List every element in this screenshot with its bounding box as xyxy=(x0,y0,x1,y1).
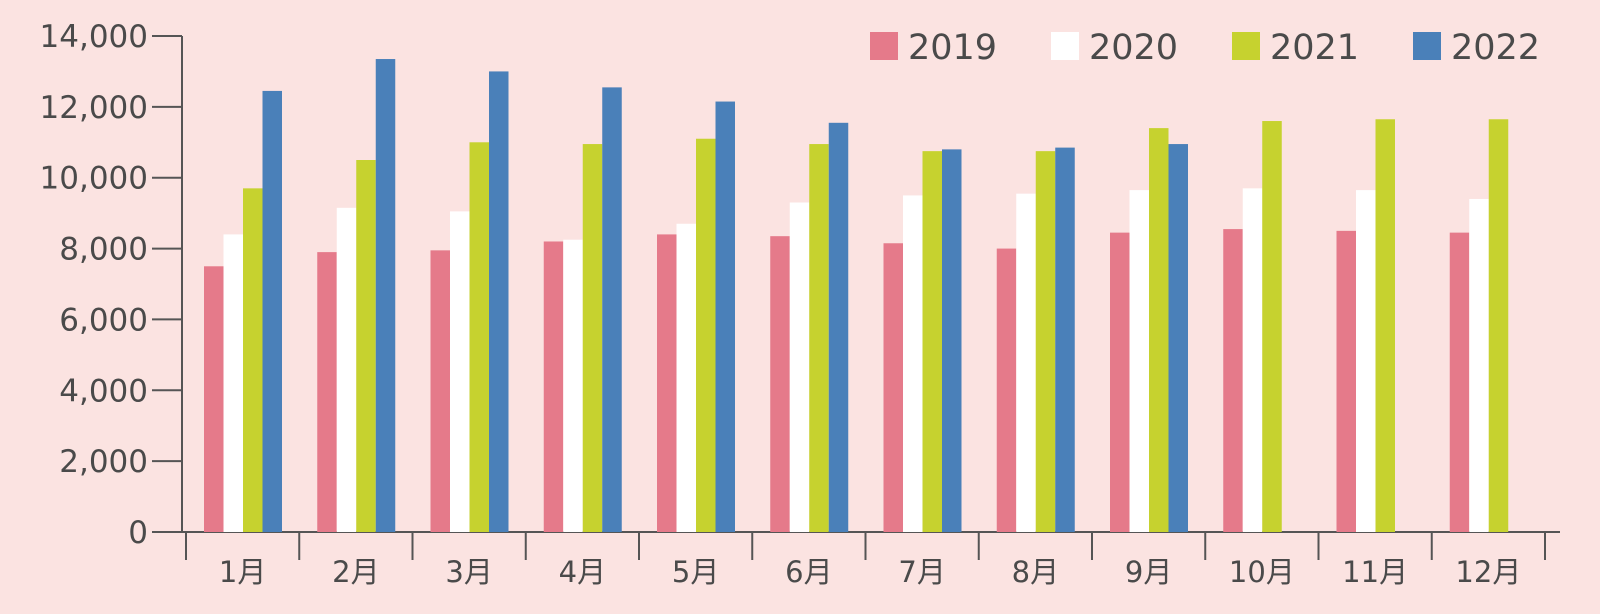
x-tick-label: 3月 xyxy=(445,555,492,589)
x-tick-label: 10月 xyxy=(1229,555,1295,589)
bar-2021-2 xyxy=(356,160,376,532)
y-tick-label: 2,000 xyxy=(59,444,148,480)
bar-2019-6 xyxy=(770,236,790,532)
bar-2021-8 xyxy=(1035,151,1056,532)
x-tick-label: 1月 xyxy=(219,555,266,589)
x-tick-label: 4月 xyxy=(559,555,606,589)
bar-2022-3 xyxy=(489,71,509,532)
bar-2019-3 xyxy=(430,250,450,533)
bar-2022-7 xyxy=(942,149,962,532)
bar-2022-2 xyxy=(375,59,396,533)
x-tick-label: 2月 xyxy=(332,555,379,589)
y-tick-label: 14,000 xyxy=(40,19,148,55)
y-tick-label: 0 xyxy=(128,515,148,551)
legend-label-2021: 2021 xyxy=(1270,28,1359,68)
bar-2019-11 xyxy=(1336,230,1356,532)
bar-2019-4 xyxy=(543,241,564,532)
bar-2019-2 xyxy=(317,252,337,532)
bar-2020-8 xyxy=(1016,193,1036,532)
bar-2020-3 xyxy=(450,211,470,532)
y-tick-label: 6,000 xyxy=(59,302,148,338)
bar-2022-4 xyxy=(602,87,622,532)
bar-2022-8 xyxy=(1055,147,1075,532)
bar-2021-9 xyxy=(1149,128,1169,532)
bar-2022-5 xyxy=(715,101,735,533)
y-tick-label: 4,000 xyxy=(59,373,148,409)
bar-2021-1 xyxy=(243,188,263,533)
y-tick-label: 8,000 xyxy=(59,232,148,268)
bars xyxy=(204,59,1509,533)
bar-2020-7 xyxy=(903,195,923,532)
x-tick-label: 6月 xyxy=(785,555,832,589)
x-tick-label: 7月 xyxy=(898,555,945,589)
bar-2020-4 xyxy=(563,239,583,532)
bar-2020-12 xyxy=(1469,198,1489,532)
y-tick-label: 12,000 xyxy=(40,90,148,126)
bar-2019-10 xyxy=(1223,229,1243,533)
legend-label-2019: 2019 xyxy=(908,28,997,68)
bar-2021-7 xyxy=(922,151,942,532)
x-axis: 1月 2月 3月 4月 5月 6月 7月 8月 9月 10月 11月 12月 xyxy=(182,531,1560,589)
legend-label-2022: 2022 xyxy=(1451,28,1540,68)
x-tick-label: 9月 xyxy=(1125,555,1172,589)
bar-2021-4 xyxy=(582,144,603,533)
bar-2021-5 xyxy=(696,138,716,532)
legend-swatch-2022 xyxy=(1413,32,1441,60)
bar-2022-1 xyxy=(262,90,282,533)
bar-2020-9 xyxy=(1129,190,1149,532)
bar-2022-6 xyxy=(828,122,849,533)
bar-2021-12 xyxy=(1488,119,1509,532)
x-tick-label: 12月 xyxy=(1455,555,1521,589)
bar-2019-1 xyxy=(204,266,224,532)
bar-2019-5 xyxy=(657,234,677,532)
bar-2019-8 xyxy=(996,248,1017,533)
bar-2019-9 xyxy=(1110,232,1130,532)
bar-2021-3 xyxy=(469,142,489,533)
legend-swatch-2020 xyxy=(1051,32,1079,60)
legend: 2019 2020 2021 2022 xyxy=(870,28,1540,68)
bar-2019-7 xyxy=(883,243,903,532)
bar-2020-6 xyxy=(789,202,810,532)
bar-2019-12 xyxy=(1449,232,1470,532)
x-tick-label: 5月 xyxy=(672,555,719,589)
x-tick-label: 8月 xyxy=(1012,555,1059,589)
bar-2022-9 xyxy=(1168,144,1188,533)
y-axis: 0 2,000 4,000 6,000 8,000 10,000 12,000 14,000 xyxy=(40,19,183,551)
bar-2020-11 xyxy=(1356,190,1376,532)
bar-2021-10 xyxy=(1262,121,1282,533)
bar-2020-10 xyxy=(1242,188,1263,533)
legend-label-2020: 2020 xyxy=(1089,28,1178,68)
legend-swatch-2021 xyxy=(1232,32,1260,60)
y-tick-label: 10,000 xyxy=(40,161,148,197)
legend-swatch-2019 xyxy=(870,32,898,60)
bar-2020-2 xyxy=(336,207,357,533)
bar-2021-11 xyxy=(1375,119,1395,532)
bar-2020-1 xyxy=(223,234,243,532)
bar-2021-6 xyxy=(809,144,829,533)
bar-2020-5 xyxy=(676,223,696,532)
x-tick-label: 11月 xyxy=(1342,555,1408,589)
